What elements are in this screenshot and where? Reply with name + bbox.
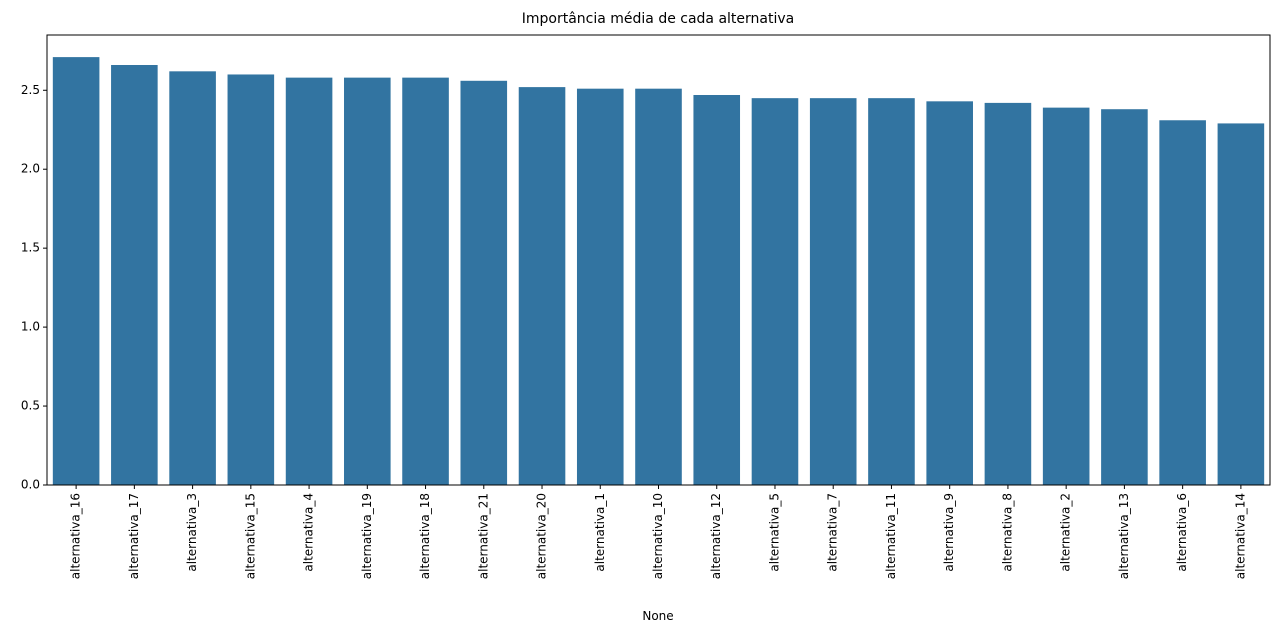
x-tick-label: alternativa_12 <box>709 493 723 579</box>
y-tick-label: 0.5 <box>21 399 40 413</box>
chart-title: Importância média de cada alternativa <box>522 11 795 27</box>
bars-group <box>52 57 1265 486</box>
y-tick-label: 2.0 <box>21 162 40 176</box>
y-tick-label: 1.0 <box>21 320 40 334</box>
x-tick-label: alternativa_10 <box>651 493 665 579</box>
x-tick-label: alternativa_18 <box>418 493 432 579</box>
y-axis: 0.0 0.5 1.0 1.5 2.0 2.5 <box>21 83 47 492</box>
bar-alternativa_8 <box>984 102 1032 485</box>
bar-alternativa_20 <box>518 87 566 486</box>
x-tick-label: alternativa_19 <box>360 493 374 579</box>
x-axis-label: None <box>642 609 673 623</box>
bar-alternativa_7 <box>809 98 857 485</box>
x-tick-label: alternativa_7 <box>826 493 840 572</box>
bar-alternativa_11 <box>868 98 915 485</box>
x-tick-label: alternativa_14 <box>1233 493 1247 579</box>
bar-alternativa_21 <box>460 80 508 485</box>
x-tick-label: alternativa_16 <box>69 493 83 579</box>
x-tick-label: alternativa_3 <box>185 493 199 572</box>
x-tick-label: alternativa_15 <box>243 493 257 579</box>
bar-alternativa_10 <box>635 88 682 486</box>
bar-alternativa_17 <box>111 65 158 485</box>
bar-alternativa_15 <box>227 74 275 485</box>
bar-alternativa_5 <box>751 98 799 485</box>
y-tick-label: 1.5 <box>21 241 40 255</box>
x-tick-label: alternativa_4 <box>302 493 316 572</box>
bar-alternativa_16 <box>52 57 100 486</box>
x-tick-label: alternativa_20 <box>535 493 549 579</box>
y-tick-label: 2.5 <box>21 83 40 97</box>
x-tick-label: alternativa_21 <box>476 493 490 579</box>
x-tick-label: alternativa_13 <box>1117 493 1131 579</box>
x-axis: alternativa_16 alternativa_17 alternativa_… <box>69 485 1247 579</box>
bar-alternativa_3 <box>169 71 216 485</box>
bar-alternativa_1 <box>576 88 624 486</box>
x-tick-label: alternativa_11 <box>884 493 898 579</box>
bar-alternativa_18 <box>402 77 449 485</box>
bar-alternativa_2 <box>1042 107 1090 485</box>
x-tick-label: alternativa_9 <box>942 493 956 572</box>
x-tick-label: alternativa_17 <box>127 493 141 579</box>
x-tick-label: alternativa_5 <box>767 493 781 572</box>
bar-alternativa_6 <box>1159 120 1206 485</box>
x-tick-label: alternativa_2 <box>1059 493 1073 572</box>
bar-alternativa_14 <box>1217 123 1265 486</box>
bar-alternativa_13 <box>1101 109 1148 486</box>
x-tick-label: alternativa_8 <box>1000 493 1014 572</box>
bar-alternativa_9 <box>926 101 973 485</box>
bar-alternativa_4 <box>285 77 333 485</box>
x-tick-label: alternativa_6 <box>1175 493 1189 572</box>
plot-frame <box>46 34 1271 486</box>
x-tick-label: alternativa_1 <box>593 493 607 572</box>
y-tick-label: 0.0 <box>21 478 40 492</box>
bar-alternativa_19 <box>344 77 391 485</box>
bar-alternativa_12 <box>693 95 741 485</box>
